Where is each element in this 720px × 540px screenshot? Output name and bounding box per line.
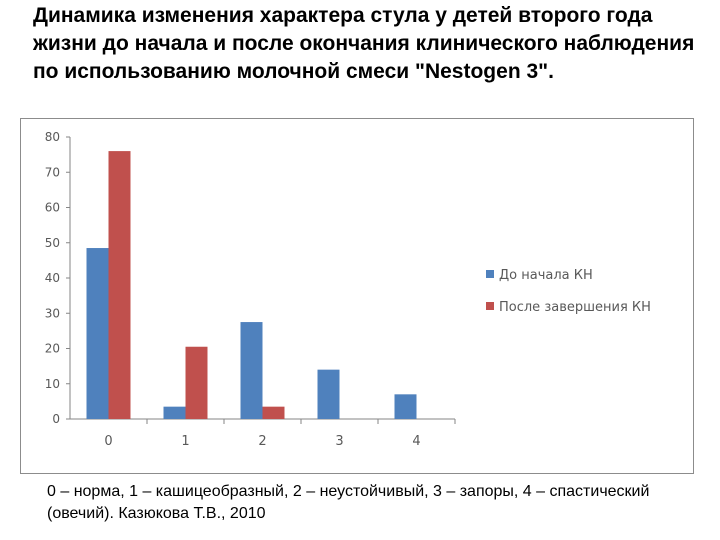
y-tick-label: 60 (45, 201, 60, 215)
y-tick-label: 0 (52, 412, 60, 426)
bar-after-1 (185, 346, 208, 419)
slide-title: Динамика изменения характера стула у дет… (33, 4, 695, 83)
y-tick-label: 80 (45, 130, 60, 144)
x-tick-label: 2 (258, 434, 266, 449)
bar-after-0 (108, 151, 131, 419)
x-tick-label: 1 (181, 434, 189, 449)
bar-before-1 (163, 406, 186, 419)
y-tick-label: 50 (45, 236, 60, 250)
legend-swatch (486, 302, 494, 310)
bar-before-2 (240, 322, 263, 419)
y-tick-labels: 0 10 20 30 40 50 60 70 80 (45, 130, 70, 426)
bar-before-4 (394, 394, 417, 419)
bar-chart: 0 10 20 30 40 50 60 70 80 0 1 2 3 4 До начала КН Посл… (45, 130, 651, 449)
chart-bars (86, 151, 417, 419)
bar-after-2 (262, 406, 285, 419)
x-tick-label: 3 (335, 434, 343, 449)
x-tick-label: 4 (412, 434, 420, 449)
x-tick-label: 0 (104, 434, 112, 449)
chart-legend: До начала КН После завершения КН (486, 268, 651, 315)
x-tick-labels: 0 1 2 3 4 (104, 419, 456, 449)
legend-label: После завершения КН (499, 300, 651, 315)
chart-frame: 0 10 20 30 40 50 60 70 80 0 1 2 3 4 До начала КН Посл… (20, 118, 694, 474)
chart-caption: 0 – норма, 1 – кашицеобразный, 2 – неуст… (47, 483, 650, 522)
legend-label: До начала КН (499, 268, 593, 283)
y-tick-label: 70 (45, 165, 60, 179)
y-tick-label: 40 (45, 271, 60, 285)
bar-before-3 (317, 369, 340, 419)
y-tick-label: 30 (45, 306, 60, 320)
y-tick-label: 20 (45, 342, 60, 356)
legend-swatch (486, 270, 494, 278)
bar-before-0 (86, 248, 109, 419)
y-tick-label: 10 (45, 377, 60, 391)
